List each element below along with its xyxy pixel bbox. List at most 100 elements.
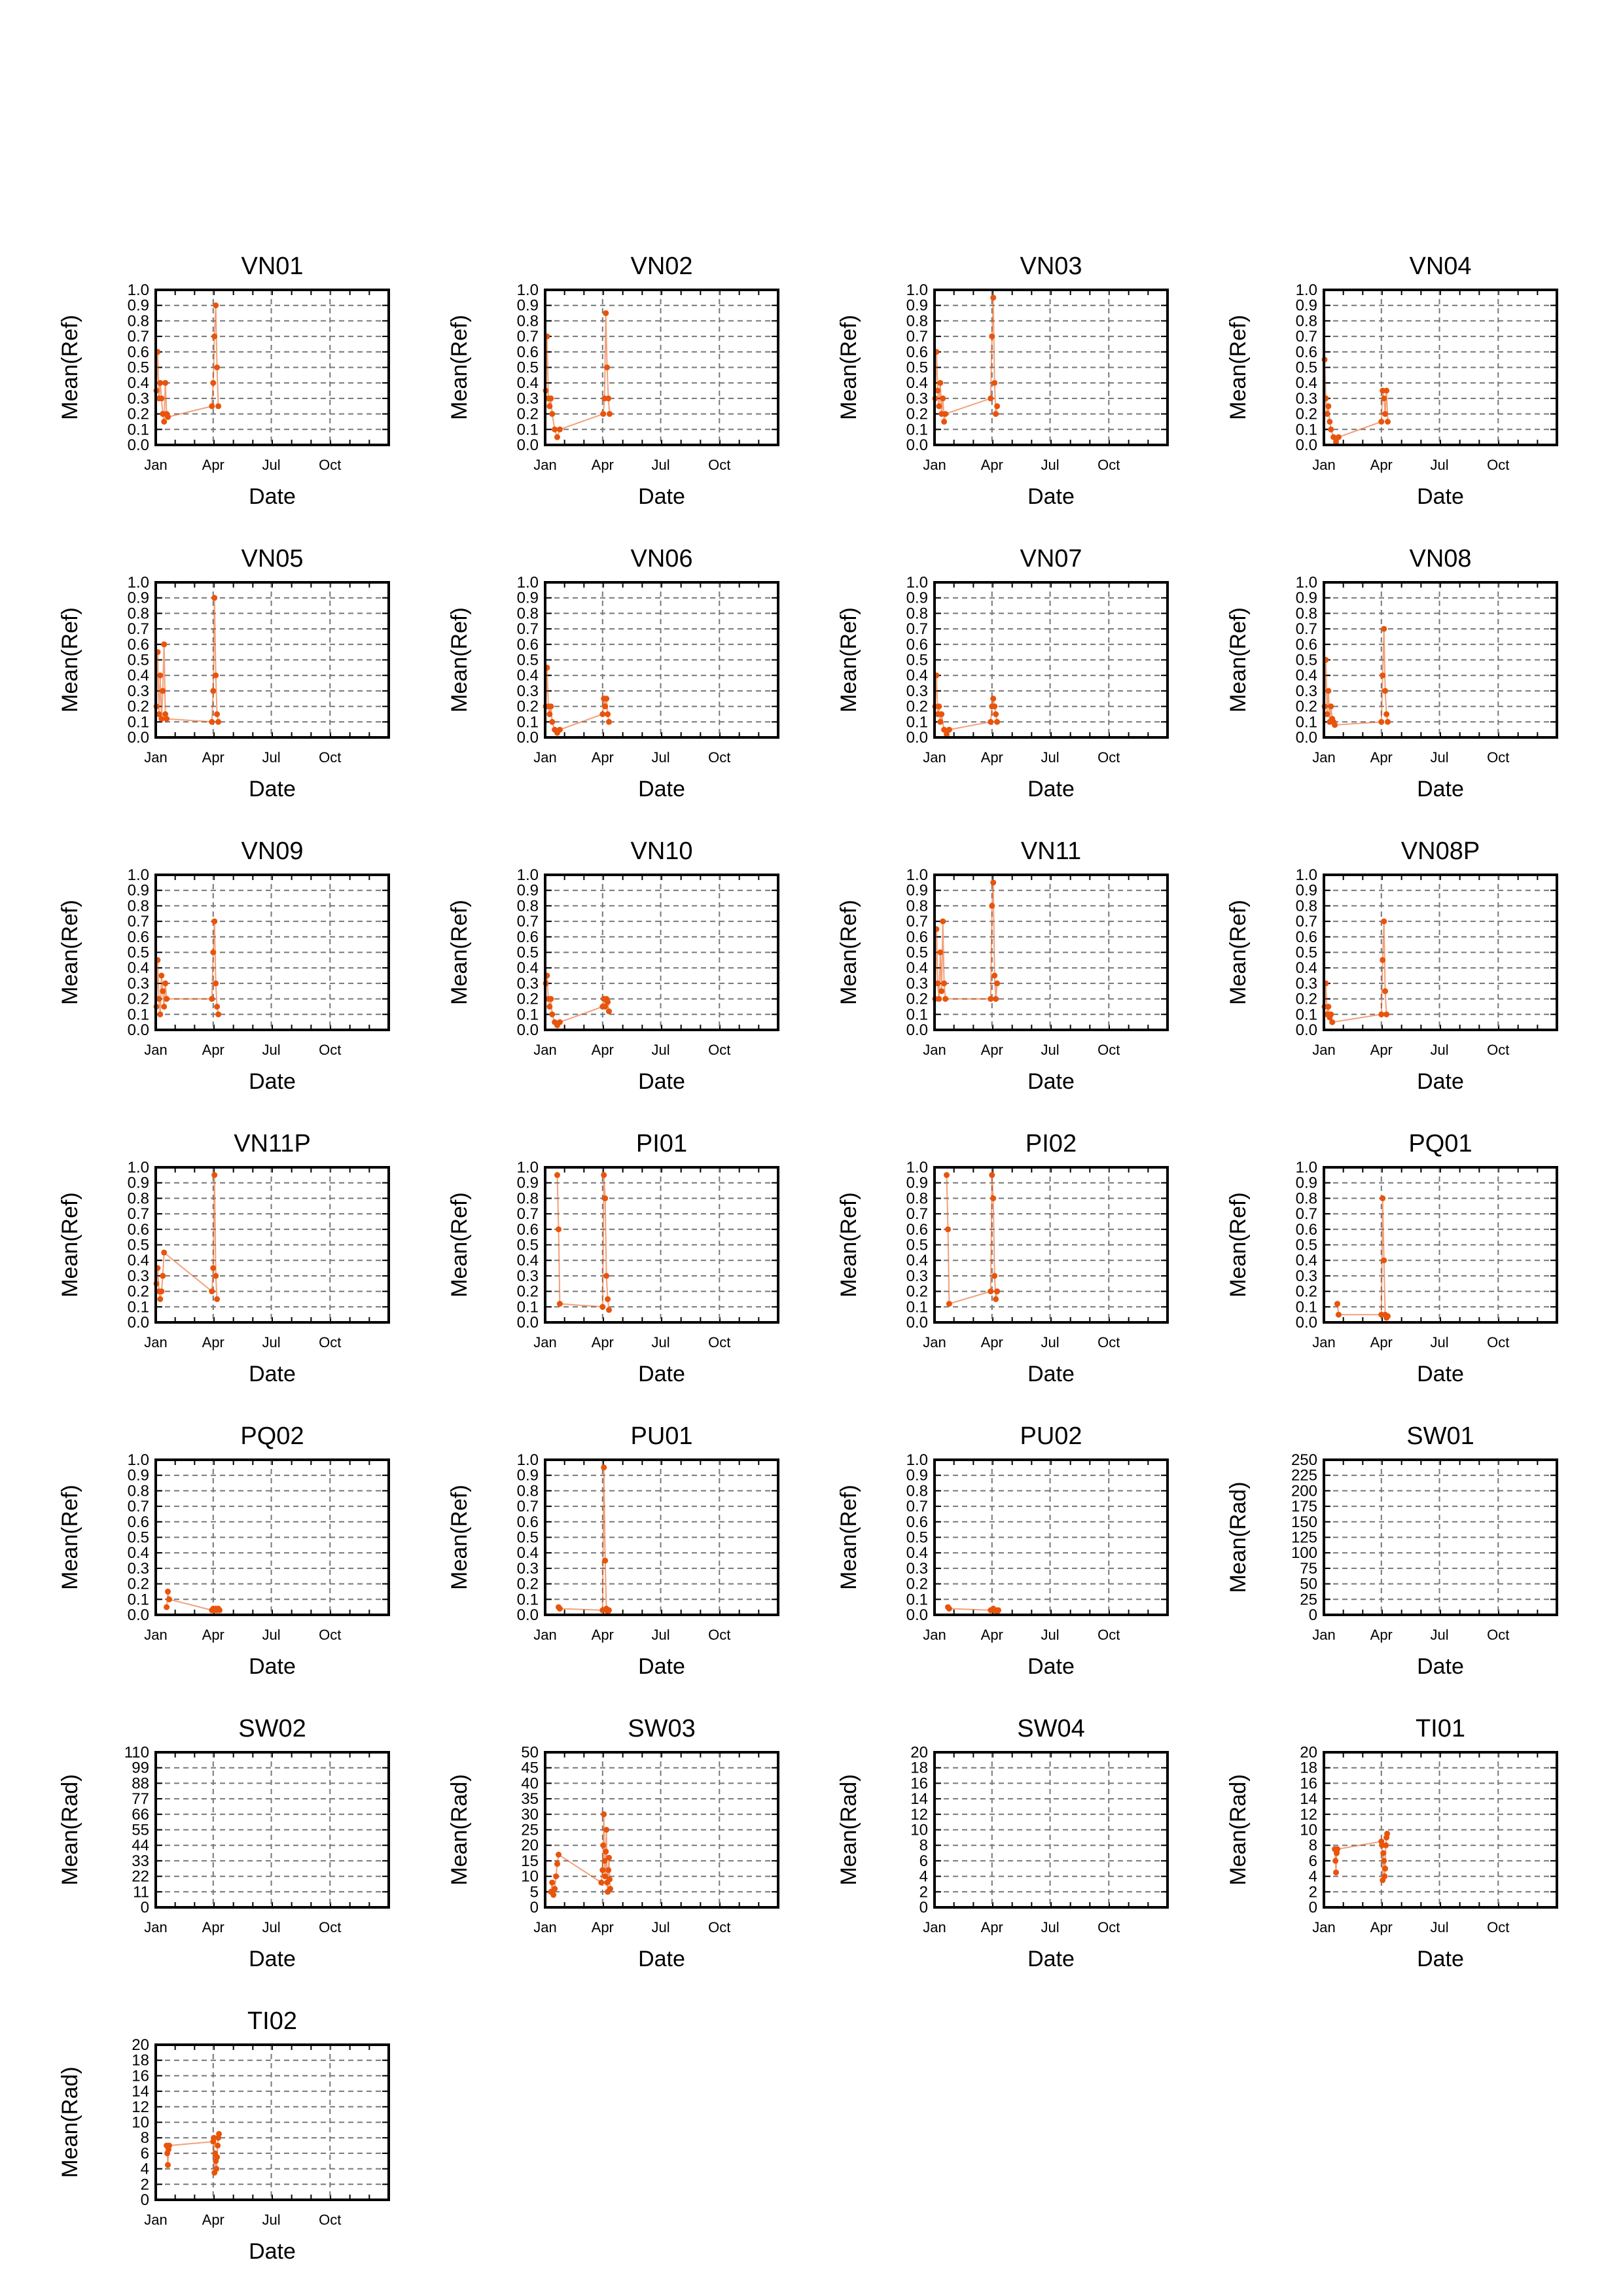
y-tick-label: 20 bbox=[910, 1744, 928, 1761]
y-tick-label: 0.2 bbox=[906, 1576, 928, 1593]
y-tick-label: 1.0 bbox=[128, 1159, 149, 1176]
y-tick-label: 0.1 bbox=[128, 1591, 149, 1608]
x-tick-label: Jan bbox=[923, 1919, 946, 1935]
data-point bbox=[546, 1004, 553, 1010]
data-point bbox=[603, 1827, 610, 1833]
y-tick-label: 66 bbox=[132, 1806, 149, 1824]
y-tick-label: 0.5 bbox=[517, 359, 539, 377]
y-tick-label: 0.7 bbox=[906, 620, 928, 638]
y-tick-label: 0.5 bbox=[1296, 359, 1317, 377]
x-tick-label: Jan bbox=[923, 749, 946, 766]
y-tick-label: 0.5 bbox=[517, 1529, 539, 1547]
data-point bbox=[556, 1606, 563, 1612]
data-point bbox=[936, 703, 942, 710]
series-line bbox=[156, 1174, 218, 1299]
x-axis-label: Date bbox=[1417, 1947, 1464, 1971]
y-tick-label: 0.2 bbox=[906, 406, 928, 423]
y-tick-label: 40 bbox=[521, 1775, 539, 1792]
y-tick-label: 0.9 bbox=[517, 1467, 539, 1485]
x-tick-label: Jan bbox=[144, 2212, 167, 2228]
y-tick-label: 4 bbox=[141, 2161, 149, 2178]
y-tick-label: 4 bbox=[919, 1868, 928, 1886]
data-point bbox=[1381, 395, 1387, 402]
y-tick-label: 10 bbox=[132, 2114, 149, 2132]
y-tick-label: 8 bbox=[919, 1837, 928, 1854]
y-tick-label: 0.1 bbox=[517, 1006, 539, 1023]
x-tick-label: Jan bbox=[144, 1919, 167, 1935]
y-tick-label: 0.2 bbox=[128, 991, 149, 1008]
x-tick-label: Oct bbox=[319, 749, 341, 766]
chart-title: SW02 bbox=[238, 1715, 306, 1742]
y-tick-label: 0.7 bbox=[906, 328, 928, 345]
y-tick-label: 0.0 bbox=[128, 436, 149, 454]
data-point bbox=[549, 718, 556, 725]
data-point bbox=[164, 716, 170, 722]
y-tick-label: 44 bbox=[132, 1837, 149, 1854]
data-point bbox=[157, 1011, 164, 1017]
plot-frame bbox=[933, 874, 1169, 1031]
y-tick-label: 1.0 bbox=[128, 866, 149, 884]
y-tick-label: 1.0 bbox=[906, 574, 928, 592]
y-tick-label: 6 bbox=[919, 1852, 928, 1870]
y-tick-label: 0.2 bbox=[517, 1283, 539, 1301]
y-tick-label: 0.4 bbox=[128, 374, 149, 392]
x-tick-label: Jan bbox=[923, 1334, 946, 1351]
data-point bbox=[550, 1892, 557, 1898]
y-tick-label: 0.6 bbox=[128, 636, 149, 654]
data-point bbox=[601, 1811, 607, 1818]
x-tick-label: Apr bbox=[981, 1334, 1003, 1351]
data-point bbox=[606, 1008, 612, 1015]
y-tick-label: 0.8 bbox=[1296, 1190, 1317, 1207]
y-axis-label: Mean(Rad) bbox=[58, 2066, 82, 2178]
x-axis-label: Date bbox=[638, 1069, 685, 1094]
y-tick-label: 18 bbox=[1300, 1759, 1317, 1777]
data-point bbox=[210, 1265, 217, 1271]
chart-panel-pi02: 0.00.10.20.30.40.50.60.70.80.91.0 Jan Apr J… bbox=[836, 1130, 1169, 1386]
x-tick-label: Jul bbox=[1430, 1919, 1448, 1935]
series-line bbox=[1336, 1198, 1389, 1319]
data-point bbox=[993, 1296, 999, 1302]
chart-title: VN11 bbox=[1021, 838, 1081, 865]
plot-frame bbox=[1323, 1751, 1558, 1909]
x-axis-label: Date bbox=[1417, 777, 1464, 802]
y-axis-label: Mean(Ref) bbox=[58, 315, 82, 420]
plot-frame bbox=[933, 1751, 1169, 1909]
y-tick-label: 0.7 bbox=[128, 328, 149, 345]
y-tick-label: 0.0 bbox=[128, 1606, 149, 1624]
x-tick-label: Apr bbox=[592, 457, 614, 473]
x-tick-label: Jul bbox=[1430, 749, 1448, 766]
y-axis-label: Mean(Rad) bbox=[58, 1774, 82, 1885]
y-tick-label: 88 bbox=[132, 1775, 149, 1792]
x-axis-label: Date bbox=[1417, 1654, 1464, 1679]
data-point bbox=[166, 2142, 172, 2149]
y-tick-label: 1.0 bbox=[1296, 281, 1317, 299]
chart-panel-pu02: 0.00.10.20.30.40.50.60.70.80.91.0 Jan Apr J… bbox=[836, 1422, 1169, 1679]
data-point bbox=[211, 1172, 218, 1178]
y-tick-label: 0.9 bbox=[906, 1174, 928, 1192]
data-point bbox=[994, 1288, 1001, 1295]
data-point bbox=[1332, 1858, 1339, 1864]
y-tick-label: 0.7 bbox=[1296, 620, 1317, 638]
data-point bbox=[607, 411, 613, 417]
y-tick-label: 0.8 bbox=[517, 605, 539, 622]
data-point bbox=[210, 380, 217, 386]
data-point bbox=[606, 1607, 612, 1614]
x-tick-label: Jul bbox=[1041, 457, 1059, 473]
data-point bbox=[602, 1557, 609, 1564]
y-tick-label: 2 bbox=[919, 1883, 928, 1901]
data-point bbox=[1382, 988, 1389, 995]
y-tick-label: 0.0 bbox=[517, 729, 539, 747]
x-tick-label: Jan bbox=[533, 457, 556, 473]
y-tick-label: 0.5 bbox=[517, 944, 539, 962]
x-tick-label: Apr bbox=[1370, 457, 1393, 473]
y-tick-label: 0.5 bbox=[517, 652, 539, 669]
y-tick-label: 0.0 bbox=[1296, 1021, 1317, 1039]
y-tick-label: 16 bbox=[132, 2067, 149, 2085]
y-tick-label: 0.8 bbox=[128, 897, 149, 915]
data-point bbox=[945, 1226, 951, 1233]
x-tick-label: Jan bbox=[144, 749, 167, 766]
data-point bbox=[988, 996, 994, 1002]
data-point bbox=[211, 918, 218, 925]
y-tick-label: 0.3 bbox=[1296, 390, 1317, 408]
y-tick-label: 0.0 bbox=[517, 1314, 539, 1332]
